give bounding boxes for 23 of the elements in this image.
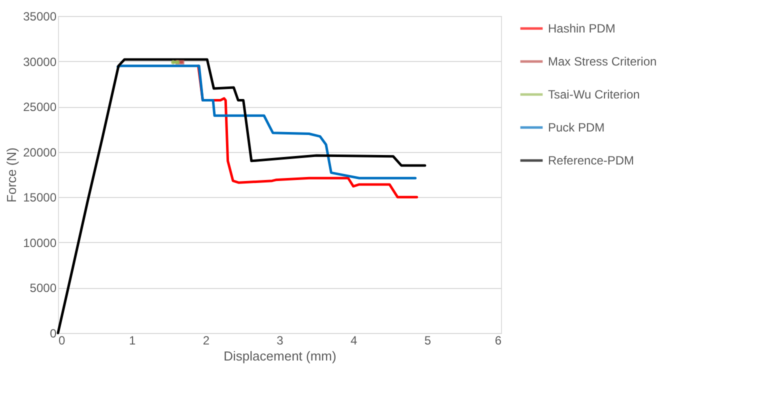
y-tick-label: 25000 <box>23 100 57 114</box>
x-tick-label: 1 <box>128 334 136 348</box>
line-series <box>56 58 426 334</box>
x-tick-label: 5 <box>424 334 432 348</box>
legend-label: Hashin PDM <box>548 22 616 36</box>
y-tick-label: 35000 <box>23 10 57 24</box>
y-tick-label: 20000 <box>23 145 57 160</box>
y-tick-label: 15000 <box>23 190 57 205</box>
y-axis-title: Force (N) <box>4 148 20 202</box>
y-tick-label: 10000 <box>23 236 57 250</box>
y-tick-label: 30000 <box>23 54 57 69</box>
x-tick-label: 4 <box>350 334 358 348</box>
legend-label: Puck PDM <box>548 120 605 134</box>
line-series <box>116 64 417 180</box>
legend-label: Max Stress Criterion <box>548 54 657 68</box>
y-tick-label: 5000 <box>30 281 57 296</box>
legend-label: Reference-PDM <box>548 154 634 168</box>
x-tick-label: 2 <box>202 334 210 348</box>
x-tick-label: 0 <box>58 334 66 348</box>
legend-label: Tsai-Wu Criterion <box>548 88 640 102</box>
x-tick-label: 6 <box>494 334 502 348</box>
x-tick-label: 3 <box>276 334 284 348</box>
x-axis-title: Displacement (mm) <box>224 348 336 364</box>
